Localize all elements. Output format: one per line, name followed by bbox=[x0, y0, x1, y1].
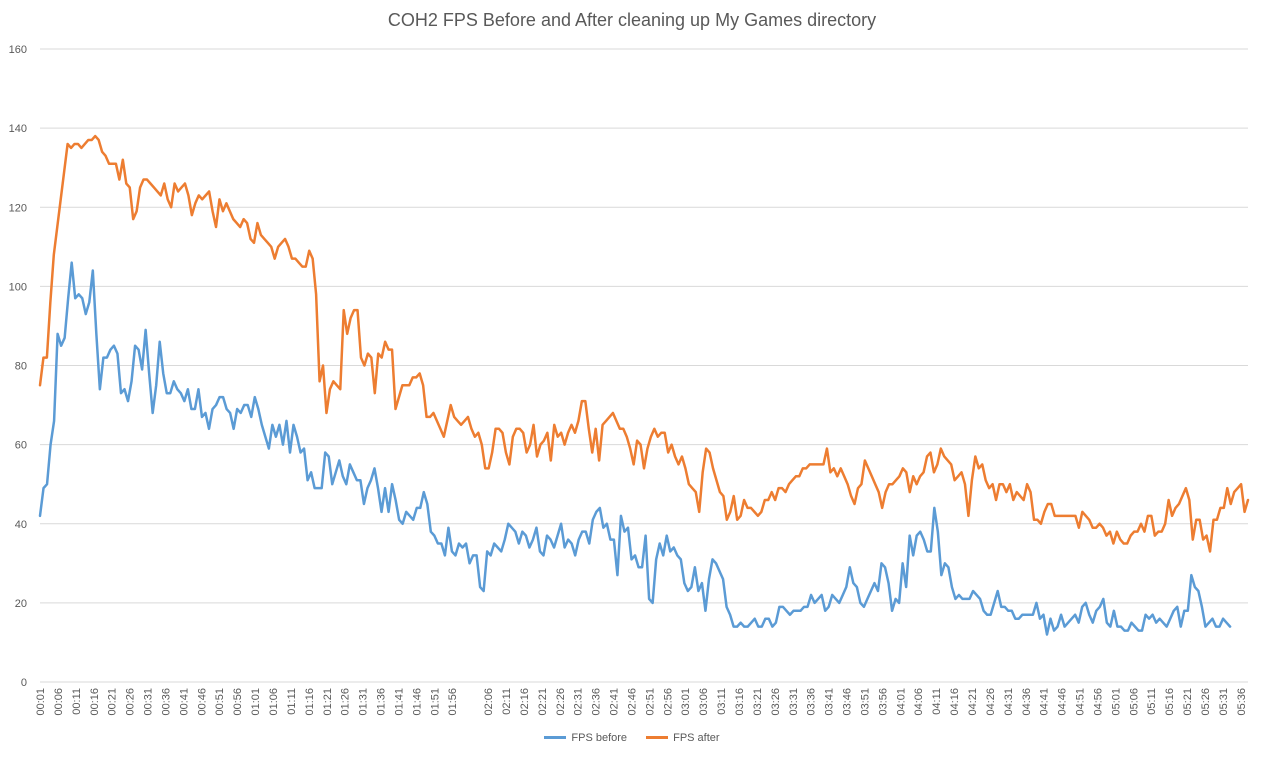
y-tick-label: 140 bbox=[9, 123, 27, 135]
x-tick-label: 00:26 bbox=[125, 688, 137, 716]
x-axis-tick-labels: 00:01 00:06 00:11 00:16 00:21 00:26 00:31 00:36… bbox=[35, 688, 1248, 716]
x-tick-label: 00:01 bbox=[35, 688, 47, 716]
x-tick-label: 04:41 bbox=[1039, 688, 1051, 716]
gridlines bbox=[40, 48, 1248, 683]
x-tick-label: 01:11 bbox=[286, 688, 298, 715]
x-tick-label: 05:01 bbox=[1110, 688, 1122, 716]
x-tick-label: 00:51 bbox=[214, 688, 226, 716]
x-tick-label: 02:31 bbox=[573, 688, 585, 716]
x-tick-label: 01:01 bbox=[250, 688, 262, 716]
x-tick-label: 00:31 bbox=[143, 688, 155, 716]
y-tick-label: 40 bbox=[15, 519, 27, 531]
legend-item-after: FPS after bbox=[646, 731, 720, 744]
y-axis-tick-labels: 0 20 40 60 80 100 120 140 160 bbox=[9, 44, 27, 689]
x-tick-label: 03:01 bbox=[680, 688, 692, 716]
x-tick-label: 02:41 bbox=[609, 688, 621, 716]
x-tick-label: 04:46 bbox=[1057, 688, 1069, 716]
x-tick-label: 02:56 bbox=[662, 688, 674, 716]
y-tick-label: 120 bbox=[9, 202, 27, 214]
x-tick-label: 04:31 bbox=[1003, 688, 1015, 716]
legend: FPS before FPS after bbox=[0, 730, 1264, 744]
x-tick-label: 00:06 bbox=[53, 688, 65, 716]
x-tick-label: 04:51 bbox=[1075, 688, 1087, 716]
x-tick-label: 04:21 bbox=[967, 688, 979, 716]
x-tick-label: 01:31 bbox=[358, 688, 370, 716]
series-line-fps-before bbox=[38, 261, 1232, 636]
x-tick-label: 05:06 bbox=[1128, 688, 1140, 716]
x-tick-label: 03:26 bbox=[770, 688, 782, 716]
series-line-fps-after bbox=[38, 134, 1250, 553]
x-tick-label: 05:26 bbox=[1200, 688, 1212, 716]
legend-item-before: FPS before bbox=[544, 732, 627, 744]
x-tick-label: 00:11 bbox=[71, 688, 83, 715]
x-tick-label: 02:51 bbox=[644, 688, 656, 716]
x-tick-label: 01:26 bbox=[340, 688, 352, 716]
x-tick-label: 04:01 bbox=[895, 688, 907, 716]
y-tick-label: 160 bbox=[9, 44, 27, 56]
x-tick-label: 00:56 bbox=[232, 688, 244, 716]
x-tick-label: 02:16 bbox=[519, 688, 531, 716]
x-tick-label: 03:31 bbox=[788, 688, 800, 716]
x-tick-label: 02:26 bbox=[555, 688, 567, 716]
x-tick-label: 04:11 bbox=[931, 688, 943, 715]
x-tick-label: 00:36 bbox=[160, 688, 172, 716]
x-tick-label: 01:46 bbox=[411, 688, 423, 716]
x-tick-label: 01:56 bbox=[447, 688, 459, 716]
x-tick-label: 03:56 bbox=[877, 688, 889, 716]
legend-swatch-after bbox=[646, 736, 669, 739]
x-tick-label: 03:46 bbox=[842, 688, 854, 716]
x-tick-label: 01:51 bbox=[429, 688, 441, 716]
x-tick-label: 03:51 bbox=[859, 688, 871, 716]
x-tick-label: 02:46 bbox=[626, 688, 638, 716]
x-tick-label: 03:36 bbox=[806, 688, 818, 716]
y-tick-label: 20 bbox=[15, 598, 27, 610]
x-tick-label: 00:46 bbox=[196, 688, 208, 716]
legend-label-after: FPS after bbox=[673, 731, 720, 744]
x-tick-label: 04:06 bbox=[913, 688, 925, 716]
x-tick-label: 00:41 bbox=[178, 688, 190, 716]
chart-title: COH2 FPS Before and After cleaning up My… bbox=[387, 10, 877, 30]
x-tick-label: 01:16 bbox=[304, 688, 316, 716]
series-lines bbox=[38, 134, 1250, 636]
x-tick-label: 03:21 bbox=[752, 688, 764, 716]
x-tick-label: 05:11 bbox=[1146, 688, 1158, 715]
x-tick-label: 04:16 bbox=[949, 688, 961, 716]
x-tick-label: 00:21 bbox=[107, 688, 119, 716]
x-tick-label: 01:36 bbox=[376, 688, 388, 716]
legend-label-before: FPS before bbox=[571, 731, 628, 744]
x-tick-label: 03:06 bbox=[698, 688, 710, 716]
x-tick-label: 05:16 bbox=[1164, 688, 1176, 716]
x-tick-label: 03:41 bbox=[824, 688, 836, 716]
y-tick-label: 60 bbox=[15, 440, 27, 452]
x-tick-label: 01:21 bbox=[322, 688, 334, 716]
y-tick-label: 100 bbox=[9, 281, 27, 293]
legend-swatch-before bbox=[544, 736, 567, 739]
x-tick-label: 01:41 bbox=[393, 688, 405, 716]
y-tick-label: 0 bbox=[21, 677, 27, 689]
x-tick-label: 05:21 bbox=[1182, 688, 1194, 716]
x-tick-label: 05:31 bbox=[1218, 688, 1230, 716]
x-tick-label: 02:36 bbox=[591, 688, 603, 716]
x-tick-label: 04:26 bbox=[985, 688, 997, 716]
x-tick-label: 02:06 bbox=[483, 688, 495, 716]
y-tick-label: 80 bbox=[15, 361, 27, 373]
x-tick-label: 01:06 bbox=[268, 688, 280, 716]
x-tick-label: 04:36 bbox=[1021, 688, 1033, 716]
x-tick-label: 02:11 bbox=[501, 688, 513, 715]
x-tick-label: 03:16 bbox=[734, 688, 746, 716]
x-tick-label: 00:16 bbox=[89, 688, 101, 716]
x-tick-label: 04:56 bbox=[1092, 688, 1104, 716]
x-tick-label: 03:11 bbox=[716, 688, 728, 715]
x-tick-label: 02:21 bbox=[537, 688, 549, 716]
x-tick-label: 05:36 bbox=[1236, 688, 1248, 716]
